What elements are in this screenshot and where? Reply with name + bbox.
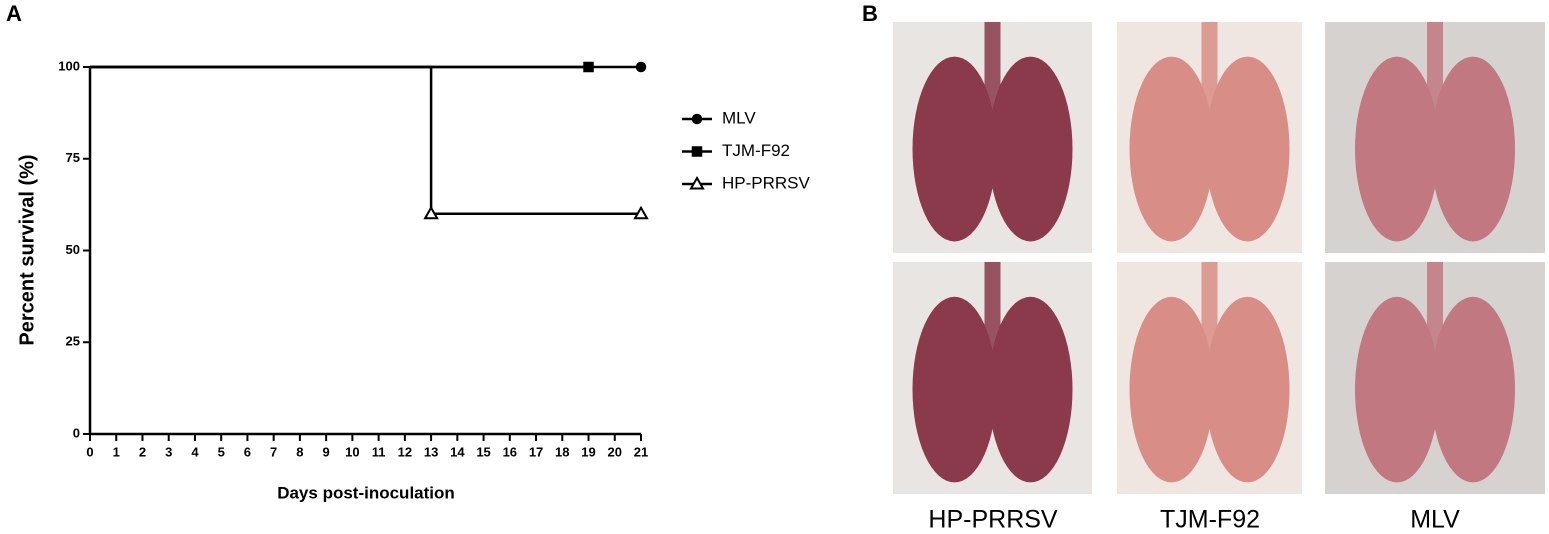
x-tick-label: 14 xyxy=(450,444,465,459)
x-tick-label: 16 xyxy=(503,444,517,459)
x-tick-label: 1 xyxy=(113,444,120,459)
y-tick-label: 0 xyxy=(73,425,80,440)
legend-marker xyxy=(691,146,703,157)
lung xyxy=(1129,56,1214,242)
lung xyxy=(1205,56,1290,242)
censor-marker xyxy=(633,205,649,220)
lung xyxy=(1129,296,1214,483)
x-tick-label: 2 xyxy=(139,444,146,459)
x-tick-label: 18 xyxy=(555,444,569,459)
x-tick-label: 12 xyxy=(398,444,412,459)
x-tick-label: 7 xyxy=(270,444,277,459)
lung xyxy=(1355,296,1439,483)
x-tick-label: 19 xyxy=(581,444,595,459)
x-tick-label: 4 xyxy=(191,444,199,459)
y-tick-label: 50 xyxy=(66,242,80,257)
lung xyxy=(988,56,1073,242)
photo-caption: TJM-F92 xyxy=(1160,506,1260,534)
survival-line xyxy=(90,65,641,216)
x-axis-label: Days post-inoculation xyxy=(277,483,455,502)
x-tick-label: 13 xyxy=(424,444,438,459)
legend-label: TJM-F92 xyxy=(722,141,790,160)
x-tick-label: 20 xyxy=(608,444,622,459)
photo-caption: MLV xyxy=(1410,506,1460,534)
legend-label: HP-PRRSV xyxy=(722,173,811,192)
y-tick-label: 25 xyxy=(66,334,80,349)
legend-label: MLV xyxy=(722,108,756,127)
y-tick-label: 75 xyxy=(66,150,80,165)
lung xyxy=(988,296,1073,483)
x-tick-label: 10 xyxy=(345,444,359,459)
censor-marker xyxy=(583,61,594,73)
lung xyxy=(912,296,997,483)
x-tick-label: 6 xyxy=(244,444,251,459)
x-tick-label: 11 xyxy=(372,444,386,459)
x-tick-label: 8 xyxy=(296,444,303,459)
lung xyxy=(912,56,997,242)
photo-caption: HP-PRRSV xyxy=(928,506,1058,534)
lung xyxy=(1431,296,1515,483)
panel-label: A xyxy=(6,1,22,26)
x-tick-label: 21 xyxy=(634,444,648,459)
y-tick-label: 100 xyxy=(58,58,80,73)
x-tick-label: 5 xyxy=(218,444,225,459)
lung xyxy=(1355,56,1439,242)
panel-label: B xyxy=(862,1,878,26)
x-tick-label: 17 xyxy=(529,444,543,459)
x-tick-label: 9 xyxy=(323,444,330,459)
x-tick-label: 0 xyxy=(86,444,93,459)
x-tick-label: 15 xyxy=(476,444,490,459)
censor-marker xyxy=(635,61,647,73)
lung xyxy=(1205,296,1290,483)
lung xyxy=(1431,56,1515,242)
censor-marker xyxy=(423,205,439,220)
legend-marker xyxy=(691,113,703,125)
y-axis-label: Percent survival (%) xyxy=(16,154,38,345)
x-tick-label: 3 xyxy=(165,444,172,459)
legend-marker xyxy=(689,175,705,190)
